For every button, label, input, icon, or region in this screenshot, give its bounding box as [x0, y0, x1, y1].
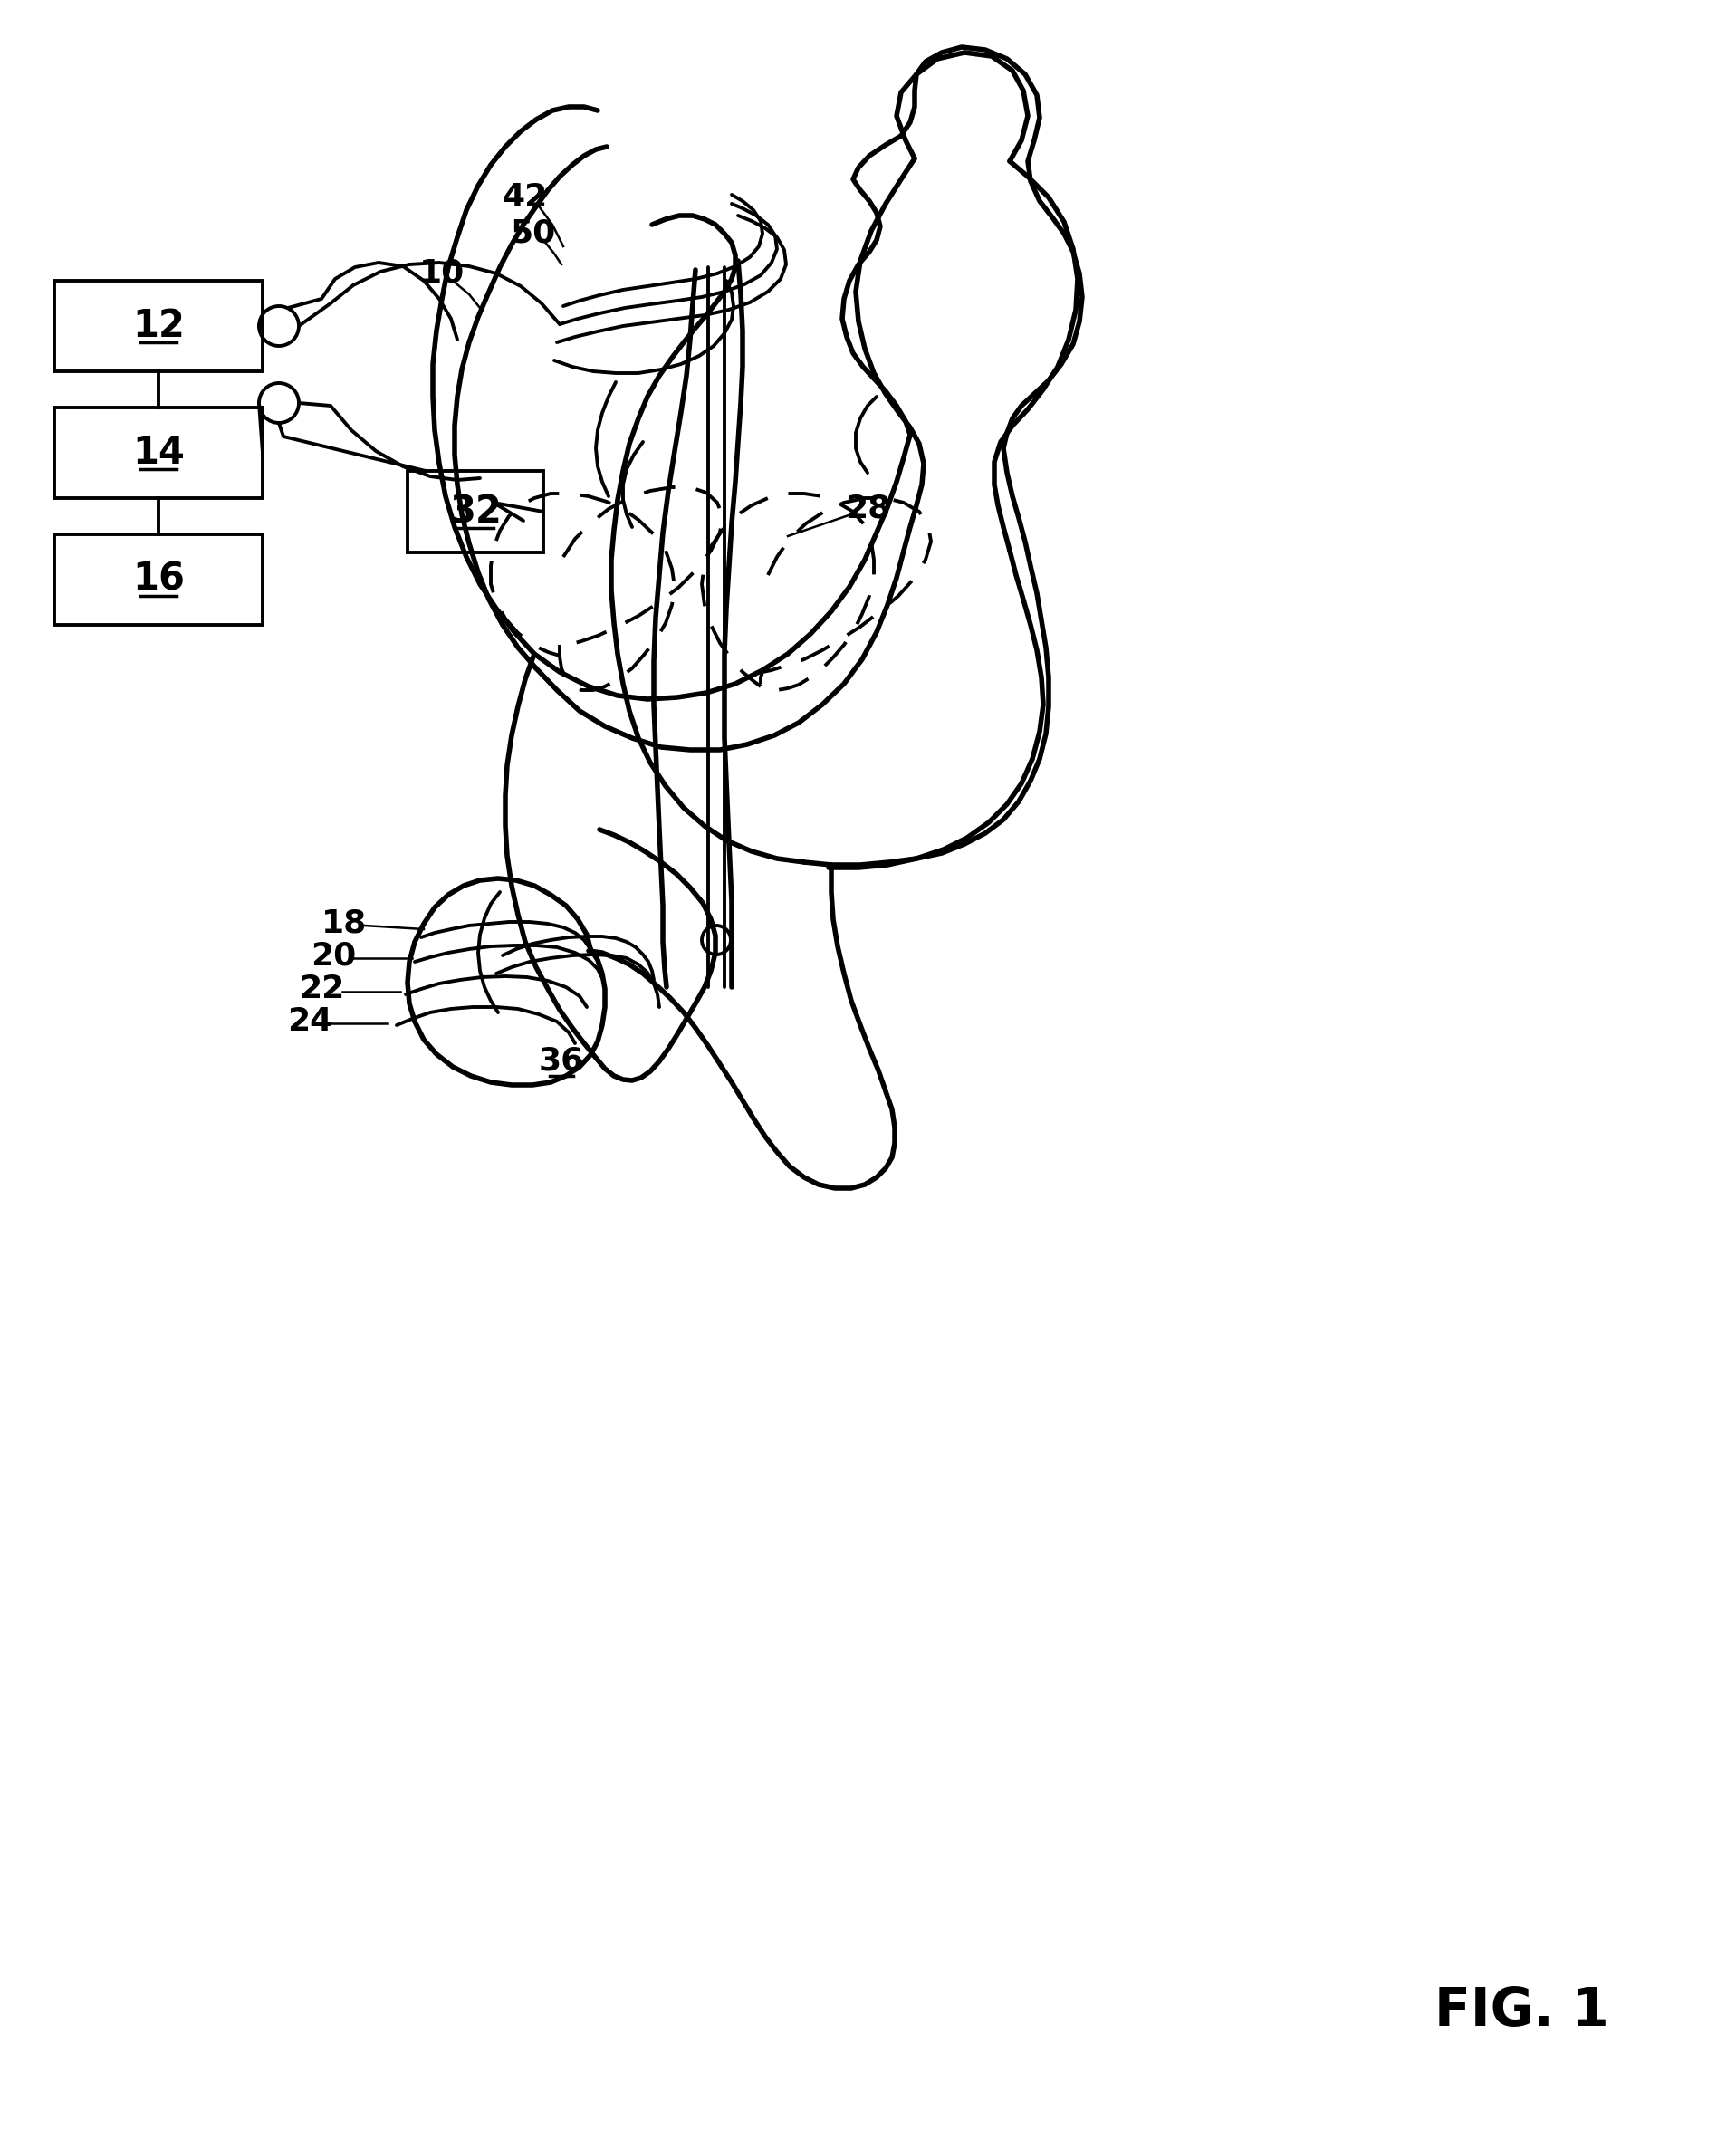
Text: 50: 50: [510, 218, 556, 248]
Text: 24: 24: [286, 1006, 333, 1038]
Text: 42: 42: [502, 182, 549, 212]
Text: 12: 12: [132, 306, 184, 345]
Bar: [54, 280, 262, 372]
Text: 32: 32: [450, 492, 502, 531]
Bar: [54, 535, 262, 625]
Bar: [408, 471, 543, 552]
Text: 14: 14: [132, 434, 184, 471]
Text: 28: 28: [845, 494, 891, 524]
Text: 10: 10: [418, 259, 465, 289]
Bar: [54, 407, 262, 499]
Text: 36: 36: [538, 1046, 585, 1076]
Text: 22: 22: [299, 974, 344, 1004]
Text: 16: 16: [132, 561, 184, 599]
Text: 18: 18: [321, 907, 366, 939]
Text: 20: 20: [311, 939, 356, 972]
Text: FIG. 1: FIG. 1: [1434, 1984, 1609, 2037]
